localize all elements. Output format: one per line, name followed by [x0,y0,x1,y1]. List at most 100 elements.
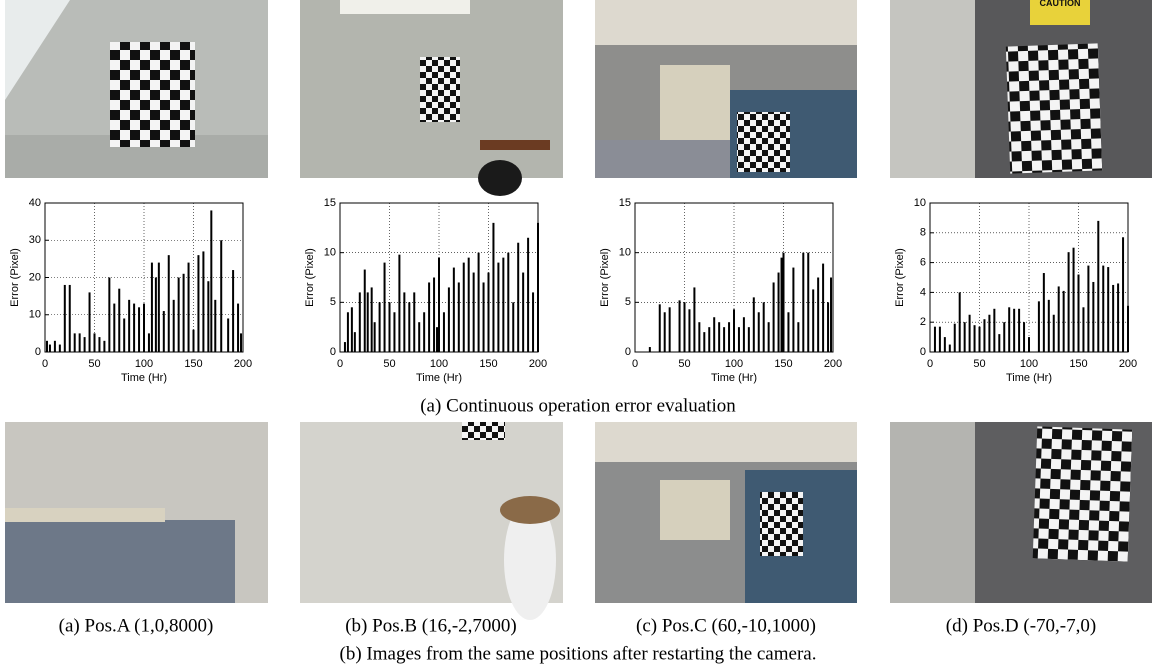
bar [363,269,366,352]
caption: (a) Continuous operation error evaluatio… [420,395,736,416]
bar [83,337,86,352]
bar [757,312,760,352]
bar [388,302,391,352]
y-axis-label: Error (Pixel) [9,248,21,307]
bar [933,326,936,352]
bar [370,287,373,352]
bar [98,337,101,352]
bar [358,292,361,352]
y-tick-label: 0 [625,346,631,358]
bar [943,337,946,352]
photo [300,422,563,620]
bar [48,344,51,352]
photo [300,0,563,196]
bar [708,327,711,352]
bar [53,340,56,352]
bar [802,252,805,352]
bar [968,314,971,352]
subcaption: (c) Pos.C (60,-10,1000) [636,615,816,636]
x-axis-label: Time (Hr) [121,372,167,384]
bar [688,309,691,352]
bar [68,284,71,352]
bar [1013,308,1016,352]
bar [737,327,740,352]
bar [482,282,485,352]
y-tick-label: 6 [920,257,926,269]
x-tick-label: 150 [1069,358,1087,370]
bar [658,304,661,352]
bar [1077,274,1080,352]
bar [507,252,510,352]
x-tick-label: 50 [88,358,100,370]
bar [457,282,460,352]
bar [177,277,180,352]
bar [998,334,1001,352]
bar [1052,314,1055,352]
x-tick-label: 0 [337,358,343,370]
x-tick-label: 200 [824,358,842,370]
bar [1112,284,1115,352]
bar [1092,281,1095,352]
bar [698,322,701,352]
bar [807,252,810,352]
bar [128,299,131,352]
bar [752,297,755,352]
photo [5,0,268,178]
bar [227,318,230,352]
y-tick-label: 2 [920,316,926,328]
x-axis-label: Time (Hr) [711,372,757,384]
photo [5,422,268,603]
bar [63,284,66,352]
bar [462,262,465,352]
bar [1018,308,1021,352]
axes-frame [634,202,834,353]
bar [167,255,170,352]
y-tick-label: 40 [29,197,41,209]
bar [502,257,505,352]
bar [143,303,145,352]
bar [678,300,681,352]
bar [202,251,205,352]
x-axis-label: Time (Hr) [1006,372,1052,384]
x-tick-label: 150 [184,358,202,370]
bar [413,292,416,352]
bar [442,312,445,352]
bar [154,277,157,352]
bar [1037,301,1040,352]
bar [953,323,956,352]
bar [988,314,991,352]
bar [830,277,833,352]
bar [822,263,825,352]
bar [73,333,76,352]
bar [817,277,820,352]
bar [487,272,490,352]
y-tick-label: 10 [914,197,926,209]
bar [78,333,81,352]
photo [890,422,1152,603]
y-tick-label: 15 [324,197,336,209]
bar [978,326,981,352]
bar [718,322,721,352]
x-tick-label: 100 [135,358,153,370]
bar [938,326,941,352]
bar [1023,322,1026,352]
x-tick-label: 50 [678,358,690,370]
y-tick-label: 10 [619,247,631,259]
bar [1122,237,1125,352]
x-tick-label: 50 [973,358,985,370]
y-tick-label: 0 [920,346,926,358]
photo [595,422,857,603]
bar [958,292,961,352]
x-tick-label: 0 [632,358,638,370]
bar [408,302,411,352]
axes-frame [339,202,539,353]
bar [1102,265,1105,352]
bar [497,262,500,352]
y-tick-label: 0 [35,346,41,358]
x-tick-label: 150 [479,358,497,370]
y-tick-label: 10 [324,247,336,259]
x-tick-label: 100 [430,358,448,370]
x-tick-label: 200 [1119,358,1137,370]
y-tick-label: 8 [920,227,926,239]
bar [93,333,96,352]
